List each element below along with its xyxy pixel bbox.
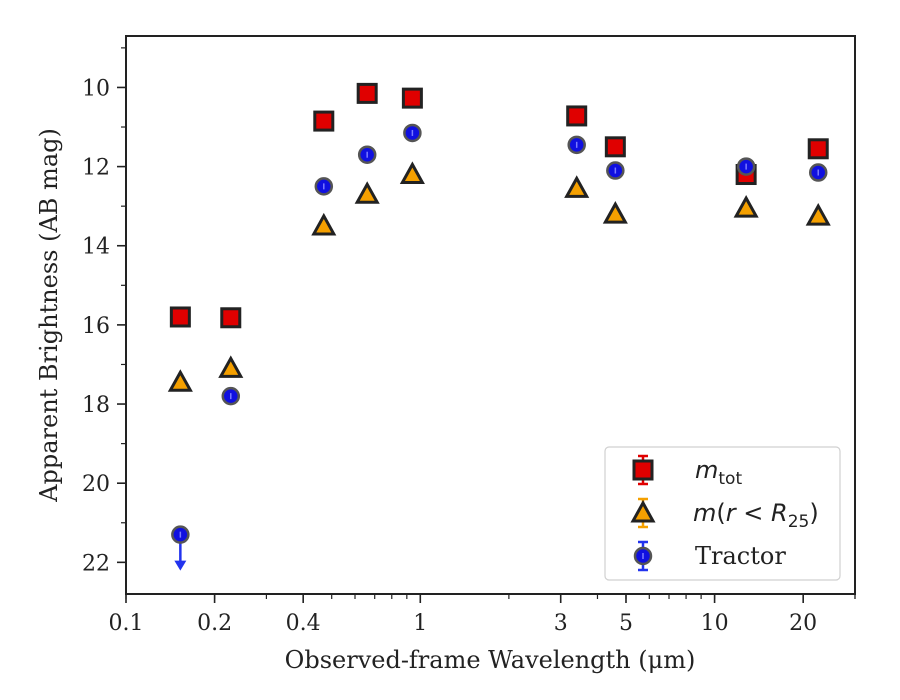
data-point bbox=[313, 110, 335, 132]
data-point bbox=[167, 369, 193, 392]
data-point bbox=[356, 82, 378, 104]
data-point bbox=[733, 195, 759, 218]
y-tick-label: 14 bbox=[82, 235, 110, 260]
y-tick-label: 12 bbox=[82, 156, 110, 181]
data-marks bbox=[167, 82, 831, 571]
series-square bbox=[169, 82, 829, 329]
x-tick-label: 0.4 bbox=[286, 611, 321, 636]
x-tick-label: 0.1 bbox=[109, 611, 144, 636]
x-tick-label: 20 bbox=[789, 611, 817, 636]
x-tick-label: 5 bbox=[619, 611, 633, 636]
data-point bbox=[218, 355, 244, 378]
legend-marker bbox=[632, 459, 654, 481]
x-tick-label: 3 bbox=[554, 611, 568, 636]
x-tick-label: 1 bbox=[413, 611, 427, 636]
data-point bbox=[220, 307, 242, 329]
data-point bbox=[805, 202, 831, 226]
data-point bbox=[311, 212, 337, 236]
y-tick-label: 16 bbox=[82, 314, 110, 339]
series-triangle bbox=[167, 161, 831, 392]
legend-box bbox=[604, 446, 841, 581]
y-tick-label: 10 bbox=[82, 76, 110, 101]
data-point bbox=[354, 181, 380, 204]
data-point bbox=[564, 175, 590, 198]
y-axis: 10 12 14 16 18 20 22 bbox=[82, 47, 126, 576]
y-tick-label: 18 bbox=[82, 393, 110, 418]
data-point bbox=[399, 161, 425, 185]
plot-frame bbox=[125, 35, 856, 595]
x-tick-label: 10 bbox=[701, 611, 729, 636]
legend-marker bbox=[630, 499, 656, 523]
x-axis-label: Observed-frame Wavelength (μm) bbox=[285, 646, 696, 674]
data-point bbox=[807, 138, 829, 160]
y-tick-label: 22 bbox=[82, 551, 110, 576]
x-tick-label: 0.2 bbox=[197, 611, 232, 636]
data-point bbox=[602, 200, 628, 224]
y-axis-label: Apparent Brightness (AB mag) bbox=[35, 128, 63, 503]
data-point bbox=[566, 105, 588, 127]
legend: mtot m(r < R25) Tractor bbox=[604, 446, 841, 581]
data-point bbox=[401, 87, 423, 109]
data-point bbox=[169, 306, 191, 328]
y-tick-label: 20 bbox=[82, 472, 110, 497]
legend-label-tractor: Tractor bbox=[695, 542, 786, 570]
legend-label-mtot: mtot bbox=[695, 456, 742, 489]
series-circle bbox=[171, 123, 828, 571]
data-point bbox=[604, 136, 626, 158]
x-axis: 0.1 0.2 0.4 1 3 5 10 20 bbox=[109, 594, 856, 636]
legend-label-mr: m(r < R25) bbox=[693, 499, 819, 532]
upper-limit-arrow-head bbox=[174, 560, 187, 571]
